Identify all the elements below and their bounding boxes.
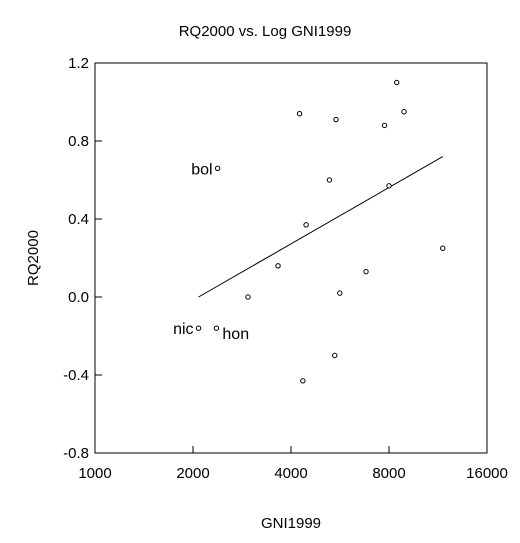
y-tick-label: 0.8 [68, 133, 89, 150]
x-tick-label: 8000 [372, 465, 405, 482]
x-tick-label: 1000 [78, 465, 111, 482]
data-point [214, 165, 221, 172]
y-tick-label: 0.4 [68, 211, 89, 228]
data-point [401, 109, 407, 115]
data-point [394, 79, 400, 86]
data-point [275, 263, 281, 269]
x-tick-label: 16000 [466, 465, 508, 482]
point-label-nic: nic [173, 321, 193, 338]
y-tick-label: 1.2 [68, 55, 89, 72]
data-point [363, 268, 369, 275]
data-point [386, 183, 392, 189]
data-point [195, 325, 202, 331]
points-layer: bol nic hon [173, 79, 446, 384]
y-tick-label: -0.4 [63, 367, 89, 384]
data-point [213, 325, 220, 331]
y-axis-label: RQ2000 [25, 230, 42, 286]
data-point [303, 222, 309, 228]
data-point [326, 177, 333, 183]
fit-line [198, 156, 443, 298]
y-axis: -0.8 -0.4 0.0 0.4 0.8 1.2 [63, 55, 102, 462]
data-point [381, 122, 388, 129]
point-label-bol: bol [191, 161, 212, 178]
plot-frame [94, 62, 488, 454]
data-point [440, 245, 446, 251]
data-point [245, 294, 251, 300]
data-point [337, 290, 343, 296]
data-point [333, 116, 339, 123]
data-point [296, 111, 303, 117]
x-axis: 1000 2000 4000 8000 16000 [78, 446, 508, 482]
data-point [332, 352, 338, 359]
x-axis-label: GNI1999 [261, 515, 321, 532]
point-label-hon: hon [222, 326, 249, 343]
data-point [300, 378, 306, 384]
chart-title: RQ2000 vs. Log GNI1999 [179, 23, 352, 40]
x-tick-label: 4000 [274, 465, 307, 482]
y-tick-label: -0.8 [63, 445, 89, 462]
x-tick-label: 2000 [176, 465, 209, 482]
fit-line-layer [198, 156, 443, 298]
y-tick-label: 0.0 [68, 289, 89, 306]
